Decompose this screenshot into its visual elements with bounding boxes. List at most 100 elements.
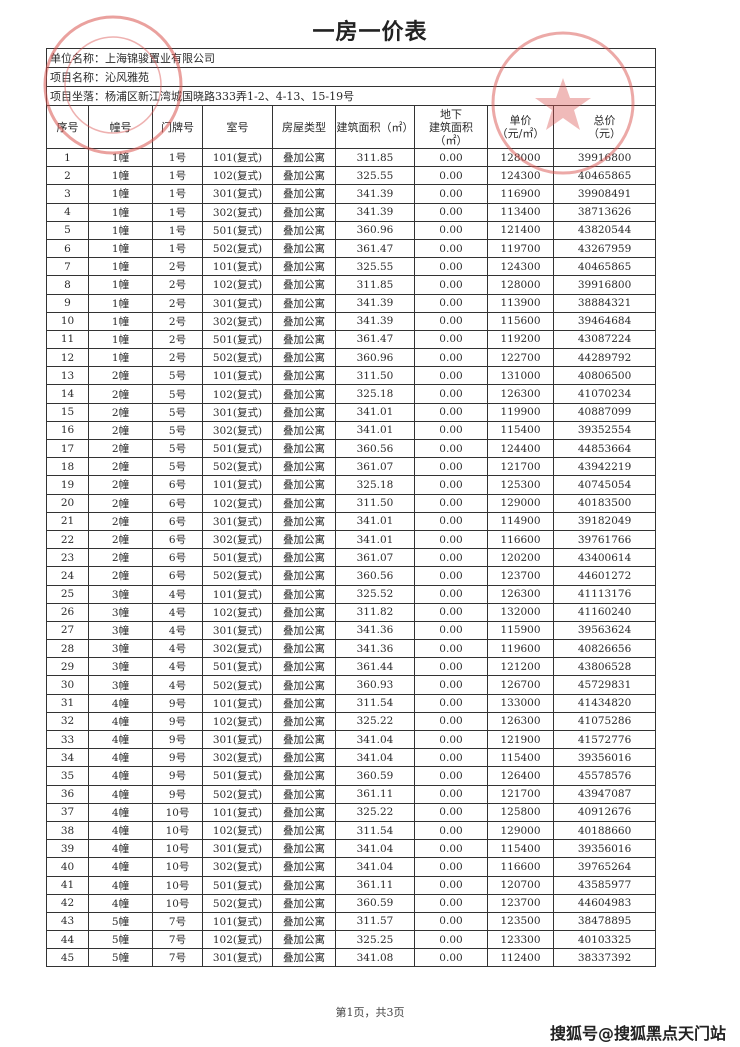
table-cell: 43942219: [552, 457, 657, 477]
table-cell: 1幢: [88, 275, 153, 295]
table-cell: 叠加公寓: [272, 548, 336, 568]
table-cell: 121400: [487, 220, 554, 240]
table-cell: 123700: [487, 566, 554, 586]
table-cell: 4幢: [88, 711, 153, 732]
table-cell: 2幢: [88, 493, 153, 513]
table-cell: 2幢: [88, 384, 153, 404]
table-cell: 0.00: [414, 548, 488, 568]
table-cell: 119900: [487, 402, 554, 422]
table-cell: 301(复式): [202, 293, 273, 313]
table-cell: 0.00: [414, 875, 488, 895]
table-cell: 131000: [487, 366, 554, 386]
table-cell: 0.00: [414, 457, 488, 477]
table-cell: 341.04: [335, 839, 415, 859]
table-cell: 9号: [152, 711, 203, 732]
table-cell: 41070234: [552, 384, 657, 404]
table-cell: 13: [46, 366, 89, 386]
table-cell: 0.00: [414, 802, 488, 822]
table-cell: 360.56: [335, 438, 415, 459]
table-cell: 361.11: [335, 784, 415, 804]
table-cell: 2幢: [88, 529, 153, 550]
table-row: 4 1幢 1号 302(复式) 叠加公寓 341.39 0.00 113400 38713626: [46, 202, 657, 222]
table-row: 8 1幢 2号 102(复式) 叠加公寓 311.85 0.00 128000 39916800: [46, 275, 657, 295]
table-cell: 301(复式): [202, 729, 273, 750]
table-cell: 0.00: [414, 620, 488, 641]
project-location: 项目坐落：杨浦区新江湾城国晓路333弄1-2、4-13、15-19号: [45, 86, 657, 106]
table-cell: 39182049: [552, 511, 657, 531]
table-cell: 0.00: [414, 948, 488, 968]
table-cell: 124300: [487, 257, 554, 277]
table-cell: 0.00: [414, 584, 488, 604]
table-cell: 2幢: [88, 475, 153, 495]
table-cell: 1号: [152, 166, 203, 186]
table-cell: 叠加公寓: [272, 639, 336, 659]
table-cell: 311.54: [335, 820, 415, 841]
table-cell: 10号: [152, 820, 203, 841]
table-cell: 114900: [487, 511, 554, 531]
table-cell: 2号: [152, 348, 203, 368]
table-cell: 21: [46, 511, 89, 531]
table-cell: 0.00: [414, 711, 488, 732]
table-cell: 4幢: [88, 693, 153, 713]
table-cell: 128000: [487, 275, 554, 295]
page-title: 一房一价表: [312, 19, 428, 45]
table-cell: 341.01: [335, 529, 415, 550]
table-cell: 360.59: [335, 766, 415, 786]
table-cell: 39563624: [552, 620, 657, 641]
table-cell: 0.00: [414, 475, 488, 495]
table-cell: 叠加公寓: [272, 529, 336, 550]
table-cell: 0.00: [414, 693, 488, 713]
table-cell: 9号: [152, 729, 203, 750]
table-cell: 0.00: [414, 893, 488, 913]
table-row: 20 2幢 6号 102(复式) 叠加公寓 311.50 0.00 129000 4018350…: [46, 493, 657, 513]
table-cell: 41434820: [552, 693, 657, 713]
table-cell: 5号: [152, 384, 203, 404]
table-cell: 0.00: [414, 184, 488, 204]
table-row: 30 3幢 4号 502(复式) 叠加公寓 360.93 0.00 126700 4572983…: [46, 675, 657, 695]
table-cell: 0.00: [414, 784, 488, 804]
table-row: 6 1幢 1号 502(复式) 叠加公寓 361.47 0.00 119700 43267959: [46, 238, 657, 259]
table-cell: 115400: [487, 748, 554, 768]
table-cell: 43400614: [552, 548, 657, 568]
table-cell: 361.11: [335, 875, 415, 895]
table-cell: 123700: [487, 893, 554, 913]
table-row: 24 2幢 6号 502(复式) 叠加公寓 360.56 0.00 123700 4460127…: [46, 566, 657, 586]
table-cell: 4号: [152, 675, 203, 695]
table-cell: 102(复式): [202, 493, 273, 513]
table-cell: 38337392: [552, 948, 657, 968]
table-cell: 40: [46, 857, 89, 877]
table-cell: 5幢: [88, 930, 153, 950]
table-cell: 5号: [152, 366, 203, 386]
table-cell: 25: [46, 584, 89, 604]
table-cell: 133000: [487, 693, 554, 713]
table-cell: 502(复式): [202, 784, 273, 804]
table-cell: 44: [46, 930, 89, 950]
table-cell: 115900: [487, 620, 554, 641]
table-cell: 311.50: [335, 366, 415, 386]
table-cell: 0.00: [414, 839, 488, 859]
table-cell: 502(复式): [202, 893, 273, 913]
table-cell: 2号: [152, 329, 203, 350]
table-cell: 叠加公寓: [272, 820, 336, 841]
table-cell: 43806528: [552, 657, 657, 677]
table-cell: 5号: [152, 402, 203, 422]
table-row: 28 3幢 4号 302(复式) 叠加公寓 341.36 0.00 119600 4082665…: [46, 639, 657, 659]
table-cell: 2幢: [88, 438, 153, 459]
table-cell: 0.00: [414, 675, 488, 695]
table-cell: 7号: [152, 911, 203, 932]
table-cell: 41572776: [552, 729, 657, 750]
table-cell: 325.52: [335, 584, 415, 604]
table-cell: 302(复式): [202, 529, 273, 550]
table-cell: 6号: [152, 566, 203, 586]
table-cell: 叠加公寓: [272, 166, 336, 186]
table-row: 5 1幢 1号 501(复式) 叠加公寓 360.96 0.00 121400 43820544: [46, 220, 657, 240]
table-cell: 4号: [152, 620, 203, 641]
table-cell: 0.00: [414, 729, 488, 750]
table-cell: 1号: [152, 238, 203, 259]
table-cell: 0.00: [414, 911, 488, 932]
table-cell: 501(复式): [202, 875, 273, 895]
table-row: 15 2幢 5号 301(复式) 叠加公寓 341.01 0.00 119900 4088709…: [46, 402, 657, 422]
table-cell: 41160240: [552, 602, 657, 622]
table-cell: 22: [46, 529, 89, 550]
table-cell: 40745054: [552, 475, 657, 495]
